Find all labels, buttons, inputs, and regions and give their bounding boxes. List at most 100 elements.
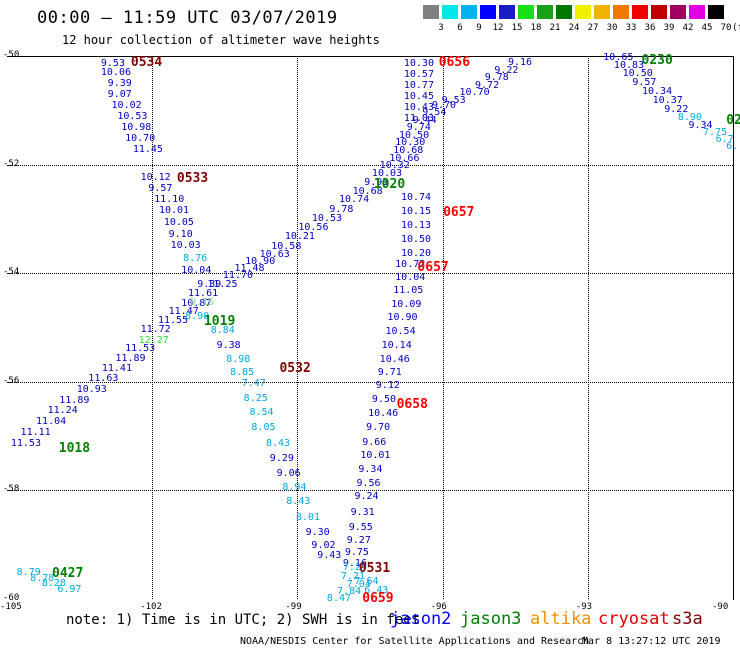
legend-swatch <box>499 5 515 19</box>
wave-height-reading: 7.84 <box>337 586 362 598</box>
y-tick-label: -50 <box>3 50 20 60</box>
wave-height-reading: 9.57 <box>632 76 657 88</box>
wave-height-reading: 9.43 <box>317 550 342 562</box>
wave-height-reading: 10.70 <box>125 132 156 144</box>
legend-swatch <box>537 5 553 19</box>
x-tick-label: -93 <box>575 602 593 612</box>
wave-height-reading: 11.53 <box>10 437 41 449</box>
wave-height-reading: 9.16 <box>507 56 533 68</box>
legend-label: 36 <box>644 23 656 33</box>
wave-height-reading: 10.30 <box>395 137 426 149</box>
wave-height-reading: 11.70 <box>222 270 253 282</box>
credit-line: NOAA/NESDIS Center for Satellite Applica… <box>240 636 590 647</box>
wave-height-reading: 9.12 <box>375 380 400 392</box>
wave-height-reading: 10.54 <box>385 326 416 338</box>
pass-time-marker: 0657 <box>443 204 475 220</box>
wave-height-reading: 9.39 <box>107 78 132 90</box>
wave-height-reading: 11.24 <box>47 405 78 417</box>
wave-height-reading: 11.48 <box>234 263 265 275</box>
wave-height-reading: 10.43 <box>403 102 434 114</box>
legend-swatch <box>575 5 591 19</box>
wave-height-reading: 9.55 <box>348 521 373 533</box>
wave-height-reading: 10.21 <box>284 231 315 243</box>
x-tick-label: -105 <box>0 602 22 612</box>
wave-height-reading: 7.47 <box>241 377 266 389</box>
pass-time-marker: 0427 <box>52 566 84 582</box>
wave-height-reading: 10.13 <box>400 219 432 231</box>
wave-height-reading: 9.34 <box>358 463 383 475</box>
wave-height-reading: 10.93 <box>76 383 107 395</box>
lon-gridline <box>587 56 589 599</box>
satellite-legend-jason2: jason2 <box>390 609 452 629</box>
wave-height-reading: 10.65 <box>603 52 634 64</box>
wave-height-reading: 10.32 <box>379 160 410 172</box>
legend-swatch <box>480 5 496 19</box>
legend-label: 3 <box>438 23 444 33</box>
pass-time-marker: 0531 <box>358 560 391 576</box>
lon-gridline <box>442 56 444 599</box>
pass-time-marker: 0657 <box>417 260 449 276</box>
wave-height-reading: 8.28 <box>41 578 66 590</box>
wave-height-reading: 11.10 <box>154 194 185 206</box>
wave-height-reading: 11.61 <box>188 288 219 300</box>
wave-height-reading: 9.53 <box>441 94 466 106</box>
pass-time-marker: 0658 <box>396 396 428 412</box>
wave-height-reading: 11.04 <box>36 415 67 427</box>
wave-height-reading: 8.01 <box>295 511 321 523</box>
wave-height-reading: 9.06 <box>276 467 301 479</box>
pass-time-marker: 1018 <box>58 440 91 456</box>
wave-height-reading: 10.45 <box>403 90 434 102</box>
satellite-legend-s3a: s3a <box>672 609 703 629</box>
wave-height-reading: 10.50 <box>399 129 430 141</box>
legend-swatch <box>594 5 610 19</box>
wave-height-reading: 11.03 <box>403 112 434 124</box>
lat-gridline <box>7 381 733 383</box>
wave-height-reading: 10.53 <box>311 212 343 224</box>
wave-height-reading: 9.34 <box>688 120 713 132</box>
legend-label: 6 <box>457 23 463 33</box>
legend-label: 45 <box>701 23 713 33</box>
wave-height-reading: 8.47 <box>326 593 352 604</box>
page-title: 00:00 – 11:59 UTC 03/07/2019 <box>37 8 338 28</box>
wave-height-reading: 9.22 <box>494 64 519 76</box>
wave-height-reading: 9.56 <box>356 477 381 489</box>
legend-swatch <box>461 5 477 19</box>
legend-label: 70 <box>720 23 732 33</box>
wave-height-reading: 11.89 <box>59 394 90 406</box>
legend-label: 42 <box>682 23 694 33</box>
wave-height-reading: 10.05 <box>163 217 194 229</box>
wave-height-reading: 11.89 <box>115 352 146 364</box>
wave-height-reading: 9.29 <box>269 452 294 464</box>
legend-swatch <box>632 5 648 19</box>
y-tick-label: -56 <box>3 375 20 386</box>
wave-height-reading: 11.55 <box>158 314 189 326</box>
wave-height-reading: 11.53 <box>125 343 156 355</box>
wave-height-reading: 9.66 <box>362 436 387 448</box>
wave-height-reading: 10.58 <box>271 240 302 252</box>
generation-timestamp: Mar 8 13:27:12 UTC 2019 <box>582 636 721 647</box>
wave-height-reading: 10.68 <box>352 185 383 197</box>
wave-height-reading: 11.11 <box>20 426 51 438</box>
map-plot-area <box>7 56 734 600</box>
wave-height-reading: 11.72 <box>140 324 171 336</box>
legend-label: 33 <box>625 23 637 33</box>
wave-height-reading: 10.12 <box>140 172 171 184</box>
wave-height-reading: 10.14 <box>381 339 412 351</box>
wave-height-reading: 10.06 <box>100 67 131 79</box>
wave-height-reading: 11.25 <box>207 279 238 291</box>
wave-height-reading: 10.63 <box>259 248 290 260</box>
wave-height-reading: 10.74 <box>400 191 432 203</box>
wave-height-reading: 10.87 <box>181 297 212 309</box>
wave-height-reading: 10.50 <box>622 68 653 80</box>
legend-swatch <box>442 5 458 19</box>
legend-swatch <box>518 5 534 19</box>
footer-note: note: 1) Time is in UTC; 2) SWH is in fe… <box>66 612 421 628</box>
legend-swatch <box>689 5 705 19</box>
wave-height-reading: 8.76 <box>183 252 208 264</box>
pass-time-marker: 0656 <box>438 54 471 70</box>
x-tick-label: -102 <box>140 602 162 612</box>
x-tick-label: -90 <box>712 602 729 612</box>
wave-height-reading: 9.22 <box>664 103 689 115</box>
wave-height-reading: 10.90 <box>387 312 418 324</box>
legend-unit: (ft) <box>732 23 740 33</box>
